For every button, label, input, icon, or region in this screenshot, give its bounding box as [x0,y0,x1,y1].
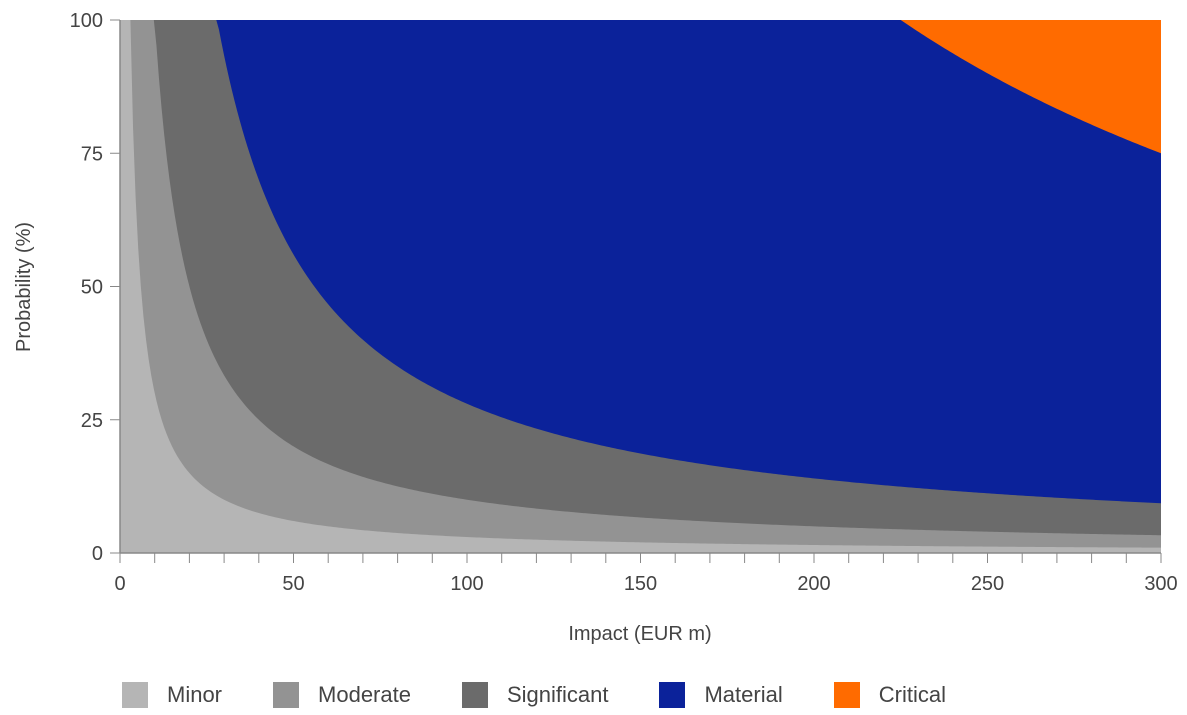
legend-swatch-moderate [273,682,300,708]
y-tick-label: 100 [70,10,103,32]
legend-label-critical: Critical [878,682,946,707]
y-tick-label: 75 [81,143,103,165]
legend-swatch-significant [461,682,488,708]
y-tick-label: 50 [81,277,103,299]
x-tick-label: 0 [114,573,125,595]
x-tick-label: 50 [282,573,304,595]
chart-bands [120,20,1161,553]
x-tick-label: 300 [1144,573,1177,595]
y-tick-label: 0 [92,543,103,565]
legend-item-moderate: Moderate [273,682,411,708]
legend-item-minor: Minor [122,682,222,708]
legend-label-minor: Minor [167,682,223,707]
y-axis-title: Probability (%) [13,222,35,352]
x-tick-label: 250 [971,573,1004,595]
legend: Minor Moderate Significant Material Crit… [122,682,997,708]
x-tick-label: 150 [624,573,657,595]
legend-label-moderate: Moderate [318,682,411,707]
legend-label-significant: Significant [506,682,609,707]
x-axis-title: Impact (EUR m) [568,623,711,645]
chart-ticks: 0 50 100 150 200 250 300 0 25 50 75 100 [70,10,1178,595]
legend-swatch-minor [122,682,148,708]
legend-item-significant: Significant [461,682,609,708]
x-tick-label: 100 [450,573,483,595]
y-tick-label: 25 [81,410,103,432]
area-minor [120,20,1161,553]
legend-swatch-material [659,682,686,708]
area-significant [120,20,1161,553]
legend-item-critical: Critical [833,682,946,708]
legend-label-material: Material [704,682,783,707]
legend-swatch-critical [833,682,860,708]
legend-item-material: Material [659,682,783,708]
x-tick-label: 200 [797,573,830,595]
